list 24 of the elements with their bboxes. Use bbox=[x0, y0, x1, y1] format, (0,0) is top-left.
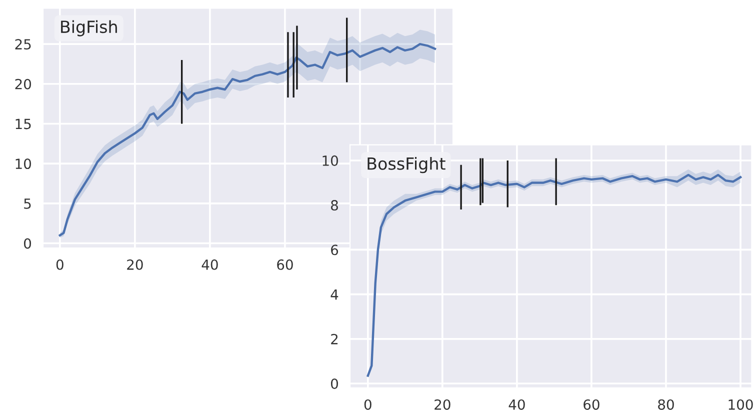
x-tick-label: 20 bbox=[127, 259, 143, 270]
x-tick-label: 60 bbox=[277, 259, 293, 270]
y-tick-label: 4 bbox=[330, 289, 338, 300]
text: BossFight bbox=[368, 157, 446, 174]
x-tick-label: 100 bbox=[728, 399, 753, 410]
text: BigFish bbox=[61, 20, 117, 36]
y-tick-label: 25 bbox=[15, 39, 31, 50]
y-tick-label: 0 bbox=[24, 238, 31, 249]
y-tick-label: 0 bbox=[330, 378, 338, 389]
x-tick-label: 40 bbox=[202, 259, 218, 270]
y-tick-label: 20 bbox=[15, 78, 31, 90]
y-tick-label: 2 bbox=[331, 334, 338, 344]
x-tick-label: 60 bbox=[584, 399, 600, 410]
x-tick-label: 0 bbox=[364, 399, 372, 410]
y-tick-label: 6 bbox=[331, 244, 338, 256]
y-tick-label: 10 bbox=[16, 158, 31, 170]
y-tick-label: 15 bbox=[16, 118, 31, 130]
x-tick-label: 40 bbox=[508, 399, 525, 410]
y-tick-label: 5 bbox=[24, 198, 31, 209]
y-tick-label: 10 bbox=[322, 155, 338, 166]
x-tick-label: 20 bbox=[434, 399, 450, 410]
x-tick-label: 80 bbox=[658, 399, 674, 410]
y-tick-label: 8 bbox=[331, 200, 338, 211]
x-tick-label: 0 bbox=[56, 259, 64, 270]
